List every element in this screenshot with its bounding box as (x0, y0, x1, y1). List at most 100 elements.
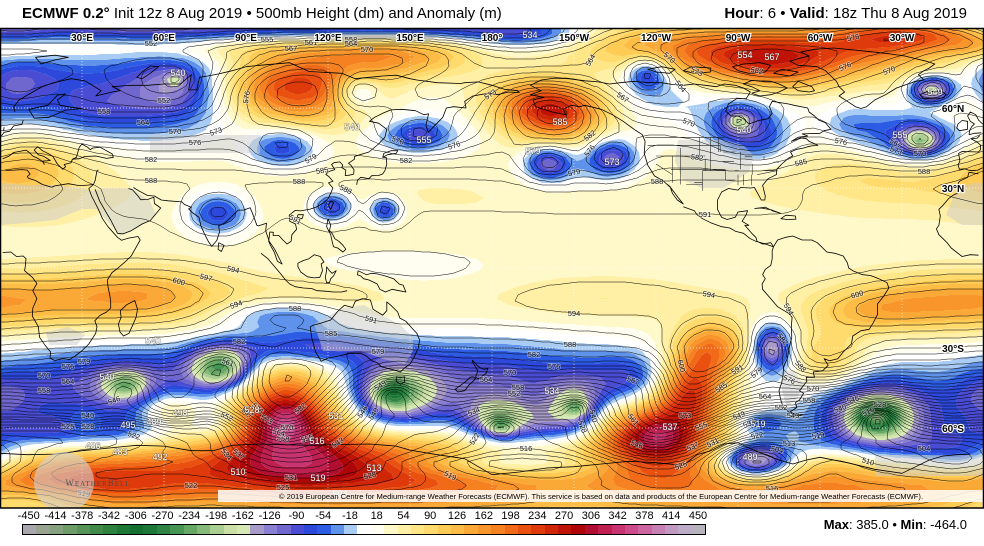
svg-text:576: 576 (548, 362, 561, 371)
svg-text:597: 597 (199, 271, 214, 283)
svg-text:573: 573 (209, 125, 224, 137)
svg-text:576: 576 (834, 136, 848, 147)
svg-text:531: 531 (285, 473, 298, 482)
svg-text:540: 540 (99, 372, 114, 382)
svg-text:30°S: 30°S (942, 344, 964, 355)
svg-text:582: 582 (750, 65, 764, 76)
svg-text:582: 582 (400, 156, 413, 165)
svg-text:30°W: 30°W (890, 33, 915, 44)
svg-text:558: 558 (38, 386, 51, 395)
svg-text:579: 579 (567, 167, 581, 179)
svg-text:540: 540 (344, 122, 359, 132)
svg-text:525: 525 (62, 422, 75, 431)
svg-text:540: 540 (736, 125, 751, 135)
svg-text:564: 564 (759, 392, 772, 401)
svg-text:543: 543 (787, 411, 800, 420)
svg-text:588: 588 (651, 177, 664, 186)
svg-text:534: 534 (522, 30, 537, 40)
svg-text:522: 522 (185, 481, 198, 490)
svg-text:525: 525 (277, 483, 290, 492)
svg-text:120°W: 120°W (641, 33, 672, 44)
svg-text:576: 576 (189, 138, 202, 147)
svg-text:585: 585 (794, 157, 808, 169)
svg-text:582: 582 (233, 337, 246, 346)
svg-text:150°E: 150°E (396, 33, 424, 44)
svg-text:483: 483 (112, 447, 127, 457)
svg-text:522: 522 (750, 430, 764, 442)
svg-text:588: 588 (293, 177, 306, 186)
svg-text:576: 576 (241, 90, 252, 104)
svg-text:594: 594 (568, 309, 581, 318)
svg-text:585: 585 (552, 117, 567, 127)
svg-text:600: 600 (172, 275, 187, 287)
svg-text:552: 552 (508, 389, 521, 398)
svg-text:555: 555 (261, 35, 274, 44)
svg-text:30°N: 30°N (942, 184, 964, 195)
svg-text:570: 570 (504, 368, 517, 377)
svg-text:© 2019 European Centre for Med: © 2019 European Centre for Medium-range … (279, 492, 923, 501)
svg-text:564: 564 (272, 427, 286, 439)
svg-text:582: 582 (690, 152, 704, 163)
svg-text:588: 588 (564, 340, 577, 349)
svg-text:180°: 180° (482, 33, 503, 44)
svg-text:504: 504 (770, 444, 784, 455)
svg-text:534: 534 (466, 405, 481, 418)
svg-text:588: 588 (289, 304, 302, 313)
svg-text:558: 558 (98, 107, 111, 116)
svg-text:564: 564 (480, 375, 493, 384)
svg-text:528: 528 (244, 405, 259, 415)
svg-text:60°S: 60°S (942, 424, 964, 435)
svg-text:576: 576 (846, 32, 860, 44)
svg-text:554: 554 (737, 50, 752, 60)
svg-text:555: 555 (892, 130, 907, 140)
svg-text:600: 600 (850, 288, 865, 300)
svg-text:591: 591 (364, 313, 379, 325)
svg-text:495: 495 (120, 420, 135, 430)
svg-text:516: 516 (309, 436, 324, 446)
svg-text:558: 558 (345, 35, 358, 44)
svg-text:570: 570 (361, 45, 374, 54)
svg-text:528: 528 (82, 422, 95, 431)
svg-text:120°E: 120°E (314, 33, 342, 44)
svg-text:540: 540 (145, 336, 160, 346)
svg-text:492: 492 (152, 452, 167, 462)
svg-text:594: 594 (702, 289, 716, 300)
svg-text:579: 579 (372, 347, 385, 356)
svg-text:30°E: 30°E (71, 33, 93, 44)
svg-text:600: 600 (676, 359, 688, 373)
svg-text:519: 519 (750, 419, 765, 429)
svg-text:570: 570 (38, 371, 51, 380)
svg-text:546: 546 (846, 394, 860, 406)
svg-text:573: 573 (679, 411, 692, 420)
svg-text:498: 498 (172, 408, 187, 418)
svg-text:60°E: 60°E (153, 33, 175, 44)
svg-text:582: 582 (145, 155, 158, 164)
svg-text:540: 540 (82, 411, 95, 420)
svg-text:588: 588 (145, 176, 158, 185)
svg-text:564: 564 (345, 39, 358, 48)
svg-text:519: 519 (310, 473, 325, 483)
svg-text:486: 486 (85, 441, 100, 451)
svg-text:555: 555 (416, 135, 431, 145)
svg-text:552: 552 (158, 96, 171, 105)
svg-text:528: 528 (363, 470, 377, 482)
svg-text:570: 570 (807, 384, 820, 393)
svg-text:579: 579 (525, 146, 540, 156)
svg-text:WEATHERBELL: WEATHERBELL (65, 478, 130, 488)
svg-text:558: 558 (803, 396, 816, 405)
svg-text:540: 540 (587, 409, 599, 424)
svg-text:519: 519 (811, 430, 825, 441)
svg-text:585: 585 (315, 165, 329, 176)
svg-text:558: 558 (276, 433, 290, 444)
svg-text:588: 588 (918, 167, 931, 176)
svg-text:531: 531 (328, 411, 343, 421)
svg-text:510: 510 (861, 455, 876, 467)
svg-text:513: 513 (783, 439, 796, 448)
svg-text:567: 567 (764, 52, 779, 62)
svg-text:489: 489 (146, 417, 161, 427)
svg-text:570: 570 (169, 127, 182, 136)
svg-text:573: 573 (604, 157, 619, 167)
svg-text:516: 516 (520, 444, 533, 453)
svg-text:564: 564 (137, 118, 150, 127)
svg-text:516: 516 (766, 484, 779, 493)
